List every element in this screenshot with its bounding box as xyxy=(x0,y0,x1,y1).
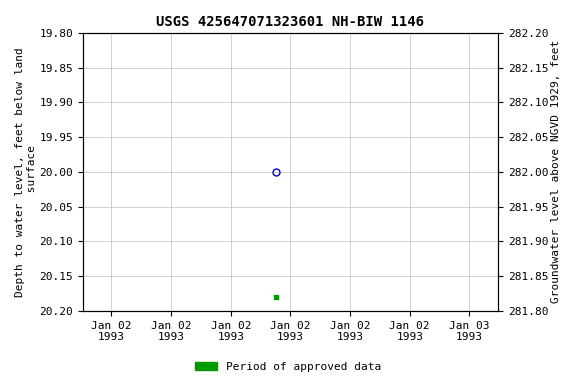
Title: USGS 425647071323601 NH-BIW 1146: USGS 425647071323601 NH-BIW 1146 xyxy=(157,15,425,29)
Y-axis label: Groundwater level above NGVD 1929, feet: Groundwater level above NGVD 1929, feet xyxy=(551,40,561,303)
Legend: Period of approved data: Period of approved data xyxy=(191,358,385,377)
Y-axis label: Depth to water level, feet below land
 surface: Depth to water level, feet below land su… xyxy=(15,47,37,297)
